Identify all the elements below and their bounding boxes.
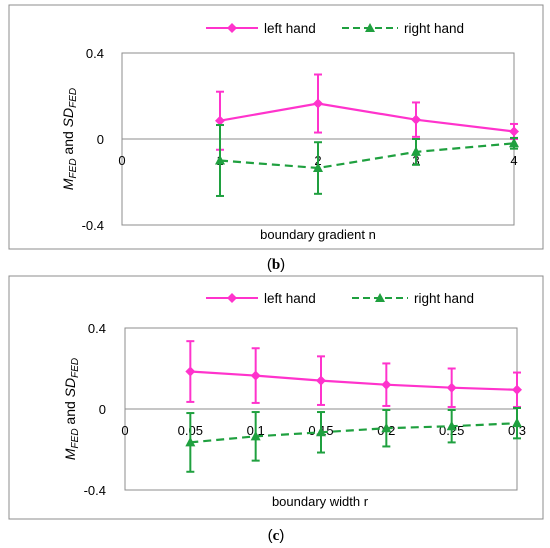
y-tick-label: 0	[99, 402, 106, 417]
data-point	[381, 379, 392, 390]
data-point	[411, 114, 421, 125]
chart-border	[8, 4, 544, 250]
data-point	[512, 417, 522, 428]
y-tick-label: -0.4	[84, 483, 106, 498]
y-tick-labels: 0.4 0 -0.4	[82, 46, 104, 233]
data-point	[185, 436, 196, 447]
data-point	[250, 370, 261, 381]
panel-label-c: (c)	[268, 527, 285, 544]
x-tick-label: 0	[118, 153, 125, 168]
series-right-hand	[215, 124, 519, 197]
chart-panel-c: left hand right hand 0.4 0 -0.4 MFED and…	[8, 275, 544, 520]
legend-label-left-hand: left hand	[264, 21, 316, 36]
data-point	[185, 366, 196, 377]
x-axis-title: boundary width r	[272, 494, 369, 509]
data-point	[316, 426, 326, 437]
series-right-hand	[185, 406, 522, 473]
data-point	[316, 375, 326, 386]
legend-label-left-hand: left hand	[264, 291, 316, 306]
data-point	[446, 382, 457, 393]
series	[185, 340, 522, 473]
series-line	[190, 422, 518, 444]
data-point	[250, 430, 261, 441]
legend-label-right-hand: right hand	[404, 21, 464, 36]
chart-panel-b: left hand right hand 0.4 0 -0.4 MFED and…	[8, 4, 544, 250]
legend-marker-right-hand	[365, 23, 375, 32]
chart-border	[8, 275, 544, 520]
series-left-hand	[185, 340, 522, 408]
x-axis-title: boundary gradient n	[260, 227, 376, 242]
x-tick-label: 4	[510, 153, 517, 168]
panel-label-b: (b)	[267, 256, 285, 273]
data-point	[509, 137, 519, 148]
data-point	[215, 115, 225, 126]
data-point	[509, 126, 519, 137]
legend-marker-left-hand	[227, 293, 237, 303]
series-line	[190, 370, 518, 391]
legend-marker-right-hand	[375, 293, 385, 302]
y-tick-label: -0.4	[82, 218, 104, 233]
data-point	[411, 146, 421, 156]
legend: left hand right hand	[206, 291, 474, 306]
data-point	[446, 420, 457, 431]
y-tick-labels: 0.4 0 -0.4	[84, 321, 106, 498]
data-point	[381, 422, 392, 433]
series-line	[219, 142, 515, 170]
legend-label-right-hand: right hand	[414, 291, 474, 306]
y-tick-label: 0.4	[86, 46, 104, 61]
y-tick-label: 0	[97, 132, 104, 147]
legend-marker-left-hand	[227, 23, 237, 33]
series	[215, 73, 519, 197]
series-line	[219, 102, 515, 133]
data-point	[313, 162, 323, 173]
data-point	[512, 384, 522, 395]
x-tick-label: 0	[121, 423, 128, 438]
data-point	[215, 155, 225, 165]
y-tick-label: 0.4	[88, 321, 106, 336]
legend: left hand right hand	[206, 21, 464, 36]
data-point	[313, 98, 323, 109]
